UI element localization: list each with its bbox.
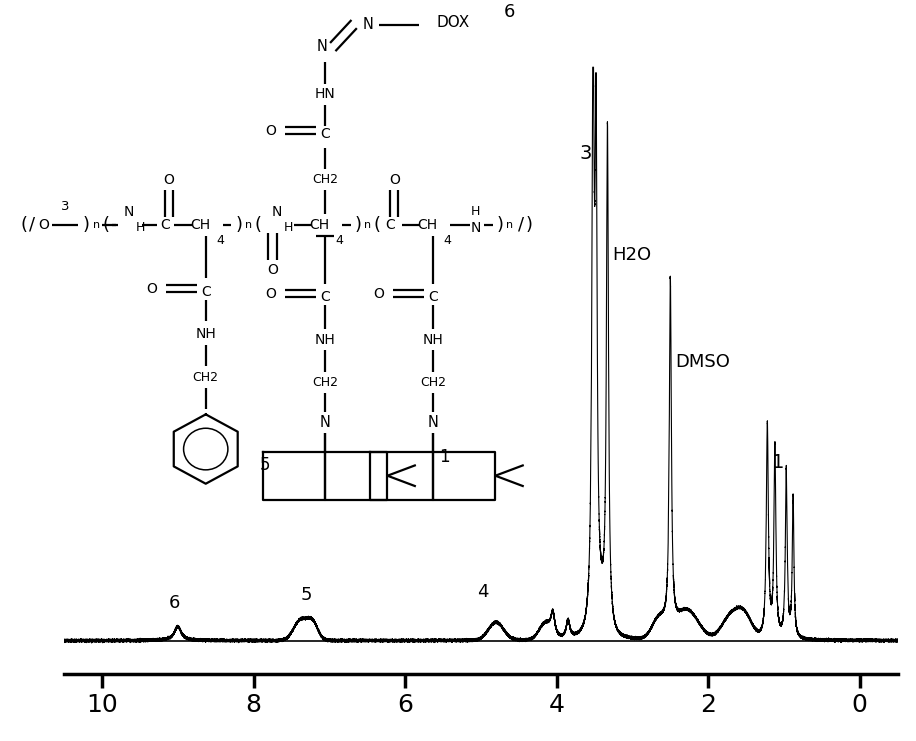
- Text: 1: 1: [439, 448, 450, 466]
- Text: 4: 4: [443, 234, 451, 247]
- Text: N: N: [470, 221, 481, 235]
- Text: ): ): [83, 216, 90, 234]
- Text: C: C: [320, 127, 330, 142]
- Text: n: n: [364, 220, 371, 230]
- Text: N: N: [428, 415, 439, 430]
- Text: C: C: [160, 218, 169, 232]
- Text: (: (: [103, 216, 110, 234]
- Text: ): ): [526, 216, 533, 234]
- Text: 1: 1: [772, 453, 784, 472]
- Text: CH: CH: [310, 218, 330, 232]
- Text: CH: CH: [190, 218, 210, 232]
- Text: 6: 6: [504, 2, 516, 21]
- Text: (: (: [255, 216, 261, 234]
- Text: CH2: CH2: [420, 376, 446, 389]
- Text: N: N: [271, 205, 282, 219]
- Text: HN: HN: [314, 87, 335, 102]
- Text: H: H: [136, 221, 145, 234]
- Text: O: O: [163, 173, 174, 187]
- Text: 5: 5: [260, 456, 270, 474]
- Text: 3: 3: [579, 144, 592, 163]
- Text: O: O: [147, 282, 158, 296]
- Text: CH: CH: [417, 218, 437, 232]
- Text: O: O: [266, 288, 277, 302]
- Text: ): ): [354, 216, 362, 234]
- Text: n: n: [506, 220, 513, 230]
- Text: O: O: [374, 288, 385, 302]
- Text: (: (: [374, 216, 381, 234]
- Text: NH: NH: [422, 333, 443, 347]
- Text: C: C: [386, 218, 395, 232]
- Text: 6: 6: [169, 594, 180, 613]
- Text: n: n: [93, 220, 100, 230]
- Text: ): ): [496, 216, 504, 234]
- Text: 5: 5: [300, 586, 312, 604]
- Text: /: /: [518, 216, 524, 234]
- Text: DMSO: DMSO: [675, 353, 730, 370]
- Text: N: N: [317, 39, 328, 54]
- Text: C: C: [201, 285, 211, 299]
- Text: CH2: CH2: [312, 376, 338, 389]
- Text: O: O: [38, 218, 49, 232]
- Text: ): ): [235, 216, 242, 234]
- Text: n: n: [245, 220, 252, 230]
- Text: H2O: H2O: [613, 246, 651, 264]
- Text: 4: 4: [335, 234, 344, 247]
- Text: NH: NH: [314, 333, 335, 347]
- Text: 4: 4: [216, 234, 224, 247]
- Text: N: N: [362, 17, 373, 33]
- Text: 4: 4: [476, 583, 488, 601]
- Text: (: (: [20, 216, 27, 234]
- Text: 3: 3: [60, 200, 69, 213]
- Text: CH2: CH2: [312, 173, 338, 186]
- Text: C: C: [428, 290, 438, 304]
- Text: CH2: CH2: [192, 370, 219, 384]
- Text: DOX: DOX: [436, 15, 469, 30]
- Text: NH: NH: [195, 328, 216, 342]
- Text: O: O: [266, 124, 277, 138]
- Text: H: H: [471, 205, 480, 218]
- Text: /: /: [29, 216, 36, 234]
- Text: O: O: [267, 263, 278, 277]
- Text: O: O: [389, 173, 399, 187]
- Text: N: N: [320, 415, 331, 430]
- Text: N: N: [124, 205, 135, 219]
- Text: C: C: [320, 290, 330, 304]
- Text: H: H: [283, 221, 293, 234]
